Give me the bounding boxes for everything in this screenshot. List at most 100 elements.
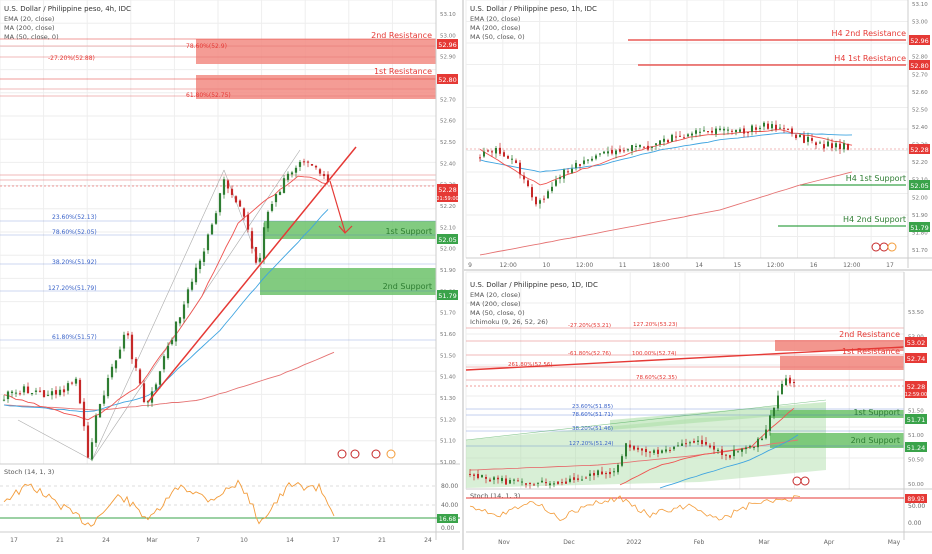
h4-candle: [102, 395, 106, 404]
h1-x-tick: 12:00: [576, 262, 593, 269]
h1-candle: [479, 157, 481, 159]
d1-candle: [673, 446, 675, 450]
h1-candle: [815, 142, 817, 146]
h4-candle: [326, 174, 330, 182]
h1-y-tick: 53.10: [912, 2, 928, 8]
d1-candle: [785, 378, 787, 386]
h4-candle: [186, 289, 190, 304]
h4-candle: [70, 382, 74, 384]
d1-candle: [477, 473, 479, 479]
h4-x-tick: 21: [56, 537, 64, 544]
d1-candle: [769, 415, 771, 431]
h4-candle: [82, 401, 86, 427]
h1-candle: [643, 146, 645, 148]
h4-candle: [206, 234, 210, 251]
h1-candle: [691, 133, 693, 136]
h1-y-tick: 52.80: [912, 55, 928, 61]
h4-y-tick: 52.20: [440, 204, 456, 210]
d1-x-tick: May: [888, 539, 901, 546]
h1-candle: [491, 151, 493, 153]
h4-event-flags[interactable]: [337, 449, 396, 459]
h4-tag-price: 52.28: [438, 186, 457, 194]
d1-candle: [597, 470, 599, 476]
h1-y-tick: 52.40: [912, 125, 928, 131]
d1-candle: [669, 449, 671, 451]
h4-candle: [274, 194, 278, 203]
h4-y-tick: 51.30: [440, 396, 456, 402]
h4-candle: [126, 333, 130, 336]
h1-candle: [547, 191, 549, 199]
h4-y-tick: 52.60: [440, 119, 456, 125]
h4-candle: [282, 178, 286, 193]
h4-x-tick: 7: [196, 537, 200, 544]
d1-fib-i: 38.20%(51.46): [572, 426, 613, 432]
h4-candle: [122, 334, 126, 349]
h1-candle: [555, 180, 557, 186]
h4-fib-s1: 23.60%(52.13): [52, 214, 97, 221]
d1-candle: [713, 445, 715, 450]
d1-candle: [629, 444, 631, 448]
h1-candle: [839, 143, 841, 150]
h1-x-tick: 16: [810, 262, 818, 269]
h1-x-tick: 10: [543, 262, 551, 269]
d1-support-1-label: 1st Support: [853, 408, 900, 417]
d1-candle: [581, 479, 583, 481]
h4-candle: [210, 224, 214, 235]
h1-candle: [575, 162, 577, 168]
d1-x-tick: 2022: [626, 539, 641, 546]
h4-candle: [286, 173, 290, 180]
h1-candle: [847, 143, 849, 150]
h4-candle: [90, 442, 94, 460]
h1-candle: [703, 130, 705, 132]
h1-y-tick: 51.90: [912, 213, 928, 219]
h1-candle: [523, 175, 525, 180]
h1-candle: [563, 169, 565, 179]
h4-fib-r1a: 78.60%(52.9): [186, 43, 227, 50]
d1-candle: [593, 473, 595, 476]
h1-candle: [483, 151, 485, 157]
h1-candle: [723, 128, 725, 131]
h1-title: U.S. Dollar / Philippine peso, 1h, IDC: [470, 5, 597, 13]
h4-fib-s5: 61.80%(51.57): [52, 334, 97, 341]
d1-y-tick: 50.50: [908, 457, 924, 463]
h4-candle: [194, 267, 198, 283]
h4-candle: [38, 390, 42, 392]
h1-candle: [507, 156, 509, 159]
h4-indicator-ema: EMA (20, close): [4, 15, 54, 23]
h4-y-tick: 52.90: [440, 55, 456, 61]
d1-stoch-axis-0: 0.00: [908, 520, 922, 527]
h1-candle: [595, 155, 597, 159]
h1-y-tick: 51.70: [912, 248, 928, 254]
h4-support-2-zone: [260, 268, 436, 295]
h1-candle: [583, 160, 585, 164]
d1-event-flags[interactable]: [792, 476, 810, 486]
h4-candle: [134, 358, 138, 368]
d1-y-tick: 50.00: [908, 482, 924, 488]
h4-resistance-1-zone: [196, 75, 436, 99]
h1-candle: [623, 150, 625, 152]
h4-x-tick: 10: [240, 537, 248, 544]
h4-candle: [234, 196, 238, 203]
d1-candle: [621, 456, 623, 466]
h1-candle: [803, 135, 805, 143]
h4-resistance-2-label: 2nd Resistance: [371, 31, 432, 40]
h1-candle: [559, 177, 561, 179]
h4-candle: [246, 214, 250, 230]
d1-fib-d: 100.00%(52.74): [632, 351, 677, 357]
h1-candle: [807, 136, 809, 142]
h1-indicator-ma50: MA (50, close, 0): [470, 33, 525, 41]
h4-candle: [242, 208, 246, 217]
h1-candle: [791, 128, 793, 134]
d1-candle: [777, 395, 779, 409]
h1-candle: [835, 143, 837, 148]
d1-resistance-1-label: 1st Resistance: [842, 347, 900, 356]
d1-x-tick: Nov: [498, 539, 510, 546]
h1-candle: [707, 131, 709, 133]
d1-candle: [693, 441, 695, 443]
h4-candle: [258, 257, 262, 262]
h1-event-flags[interactable]: [871, 242, 897, 252]
h1-indicator-ma200: MA (200, close): [470, 24, 520, 32]
d1-stoch-axis-50: 50.00: [908, 503, 925, 510]
d1-candle: [705, 442, 707, 445]
h1-candle: [535, 196, 537, 205]
